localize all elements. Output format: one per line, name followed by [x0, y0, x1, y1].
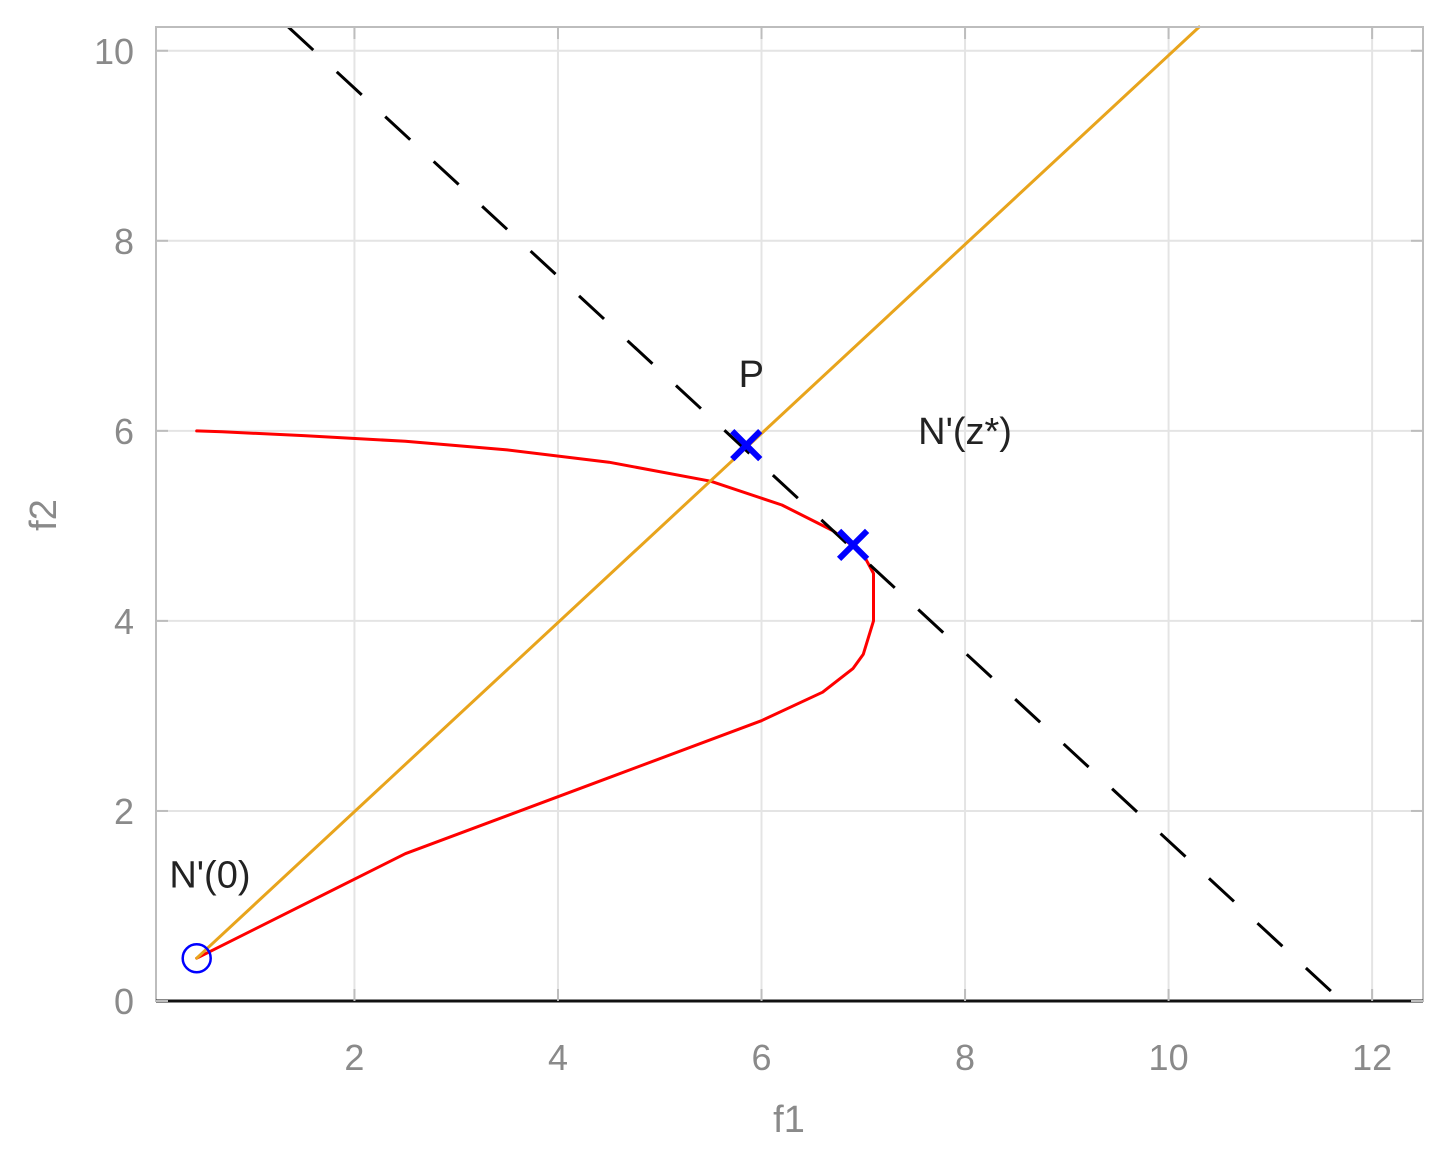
cross-marker	[730, 428, 763, 462]
circle-marker	[181, 942, 212, 974]
ticks-group: 2 4 6 8 10 12 0 2 4 6 8 10	[94, 27, 1423, 1078]
ideal-ray-line	[195, 25, 1201, 960]
x-tick-label: 10	[1149, 1037, 1189, 1078]
point-annotation: N'(z*)	[918, 411, 1012, 453]
markers-group	[181, 428, 870, 974]
y-tick-label: 2	[114, 791, 134, 832]
x-tick-label: 4	[548, 1037, 568, 1078]
annotations-group: P N'(z*) N'(0)	[169, 354, 1012, 897]
point-annotation: P	[739, 354, 764, 396]
x-tick-label: 8	[955, 1037, 975, 1078]
x-tick-label: 6	[751, 1037, 771, 1078]
y-tick-label: 4	[114, 601, 134, 642]
point-annotation: N'(0)	[169, 855, 250, 897]
y-tick-label: 8	[114, 221, 134, 262]
tangent-dashed-line	[287, 25, 1343, 1003]
x-tick-label: 2	[344, 1037, 364, 1078]
y-tick-label: 10	[94, 31, 134, 72]
cross-marker	[836, 528, 870, 562]
x-axis-label: f1	[773, 1099, 805, 1141]
y-tick-label: 6	[114, 411, 134, 452]
y-tick-label: 0	[114, 981, 134, 1022]
plot-area	[156, 27, 1423, 1001]
x-tick-label: 12	[1352, 1037, 1392, 1078]
y-axis-label: f2	[23, 499, 65, 531]
